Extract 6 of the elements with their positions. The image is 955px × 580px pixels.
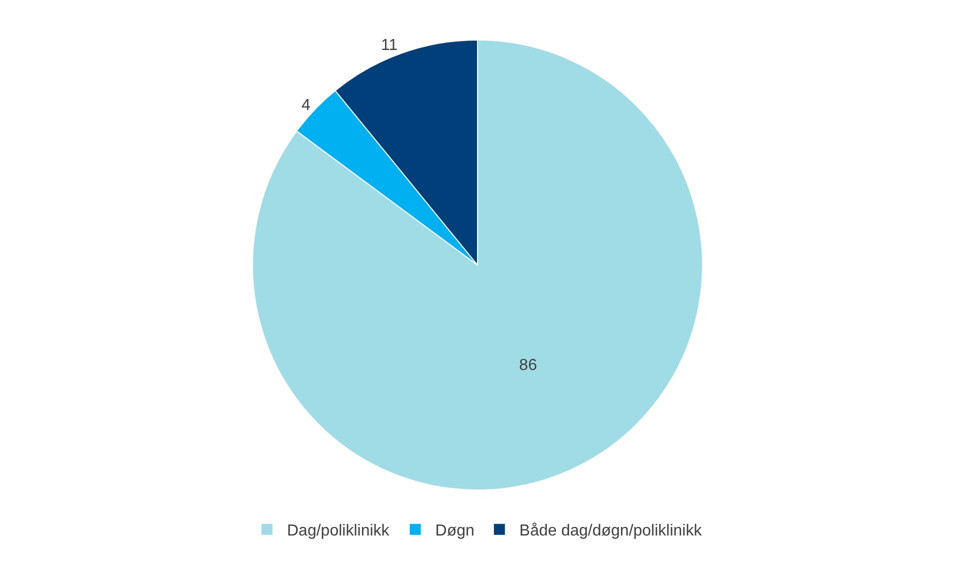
legend-label: Både dag/døgn/poliklinikk bbox=[519, 522, 703, 540]
legend-label: Dag/poliklinikk bbox=[287, 522, 390, 540]
data-label: 86 bbox=[519, 356, 538, 374]
data-label: 4 bbox=[301, 97, 310, 114]
data-label: 11 bbox=[381, 37, 398, 54]
legend-label: Døgn bbox=[435, 522, 474, 540]
